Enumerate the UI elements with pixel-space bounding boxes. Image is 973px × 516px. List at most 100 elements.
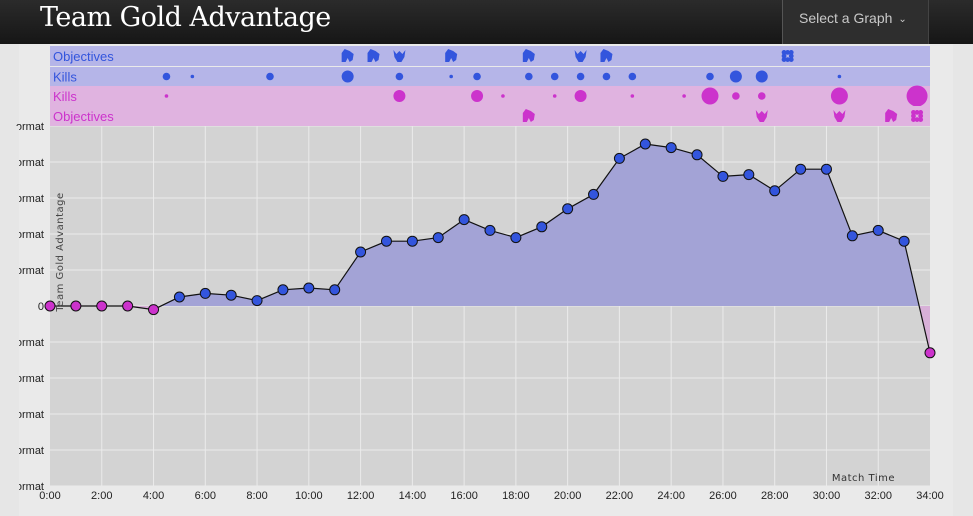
page-header: Team Gold Advantage Select a Graph ⌄	[0, 0, 973, 44]
inhibitor-icon	[911, 110, 924, 122]
data-point	[251, 295, 263, 307]
dragon-icon	[574, 50, 587, 62]
kill-marker	[706, 72, 714, 81]
data-point	[355, 246, 367, 258]
data-point	[148, 304, 160, 316]
data-point	[795, 163, 807, 175]
data-point	[872, 224, 884, 236]
x-tick-label: 12:00	[347, 490, 375, 502]
data-point	[96, 300, 108, 312]
x-tick-label: 2:00	[91, 490, 112, 502]
kill-marker	[906, 85, 928, 107]
kill-marker	[701, 87, 719, 105]
event-row-purple-kills	[50, 86, 930, 106]
data-point	[717, 170, 729, 182]
event-row-label: Objectives	[53, 49, 114, 64]
x-tick-label: 24:00	[657, 490, 685, 502]
x-tick-label: 18:00	[502, 490, 530, 502]
y-tick-label: ormat	[16, 409, 44, 421]
kill-marker	[162, 72, 171, 81]
page-title: Team Gold Advantage	[40, 2, 331, 33]
data-point	[769, 185, 781, 197]
event-row-label: Kills	[53, 70, 77, 85]
y-tick-label: ormat	[16, 265, 44, 277]
kill-marker	[395, 72, 404, 81]
x-tick-label: 10:00	[295, 490, 323, 502]
x-tick-label: 32:00	[864, 490, 892, 502]
kill-marker	[164, 94, 169, 98]
kill-marker	[757, 92, 766, 100]
data-point	[691, 149, 703, 161]
kill-marker	[574, 90, 587, 102]
baron-icon	[600, 49, 613, 62]
event-row-purple-objectives	[50, 106, 930, 126]
x-tick-label: 22:00	[606, 490, 634, 502]
y-tick-label: ormat	[16, 193, 44, 205]
baron-icon	[341, 49, 354, 62]
data-point	[277, 284, 289, 296]
select-graph-label: Select a Graph	[799, 10, 893, 26]
data-point	[743, 169, 755, 181]
y-tick-label: ormat	[16, 157, 44, 169]
data-point	[432, 232, 444, 244]
x-tick-label: 26:00	[709, 490, 737, 502]
x-tick-label: 34:00	[916, 490, 944, 502]
dragon-icon	[755, 110, 768, 122]
data-point	[898, 235, 910, 247]
data-point	[484, 224, 496, 236]
kill-marker	[755, 70, 768, 83]
kill-marker	[830, 87, 848, 105]
kill-marker	[266, 72, 274, 81]
data-point	[303, 282, 315, 294]
x-axis-title: Match Time	[832, 473, 895, 484]
x-tick-label: 30:00	[813, 490, 841, 502]
baron-icon	[445, 49, 458, 62]
baron-icon	[367, 49, 380, 62]
x-tick-label: 0:00	[39, 490, 60, 502]
dragon-icon	[393, 50, 406, 62]
data-point	[562, 203, 574, 215]
data-point	[924, 347, 936, 359]
area-blue-advantage	[50, 144, 920, 306]
data-point	[70, 300, 82, 312]
data-point	[820, 163, 832, 175]
dragon-icon	[833, 110, 846, 122]
x-tick-label: 6:00	[195, 490, 216, 502]
x-tick-label: 28:00	[761, 490, 789, 502]
baron-icon	[522, 49, 535, 62]
x-tick-label: 16:00	[450, 490, 478, 502]
kill-marker	[602, 72, 611, 81]
inhibitor-icon	[781, 50, 794, 62]
kill-marker	[473, 72, 481, 81]
kill-marker	[525, 72, 533, 81]
kill-marker	[628, 72, 637, 81]
x-tick-label: 20:00	[554, 490, 582, 502]
left-margin	[0, 126, 19, 516]
data-point	[199, 287, 211, 299]
kill-marker	[729, 70, 742, 83]
baron-icon	[522, 109, 535, 122]
y-tick-label: ormat	[16, 229, 44, 241]
baron-icon	[885, 109, 898, 122]
y-tick-label: ormat	[16, 445, 44, 457]
data-point	[380, 235, 392, 247]
kill-marker	[837, 74, 842, 79]
kill-marker	[576, 72, 585, 81]
event-row-label: Kills	[53, 89, 77, 104]
kill-marker	[682, 94, 686, 98]
kill-marker	[393, 90, 406, 102]
data-point	[173, 291, 185, 303]
data-point	[458, 214, 470, 226]
data-point	[122, 300, 134, 312]
x-tick-label: 8:00	[246, 490, 267, 502]
data-point	[665, 142, 677, 154]
data-point	[536, 221, 548, 233]
kill-marker	[501, 94, 505, 98]
kill-marker	[449, 74, 453, 79]
kill-marker	[552, 94, 557, 98]
kill-marker	[550, 72, 559, 81]
y-tick-label: ormat	[16, 121, 44, 133]
y-tick-label: ormat	[16, 373, 44, 385]
select-graph-dropdown[interactable]: Select a Graph ⌄	[782, 0, 929, 44]
y-tick-label: 0	[38, 301, 44, 313]
